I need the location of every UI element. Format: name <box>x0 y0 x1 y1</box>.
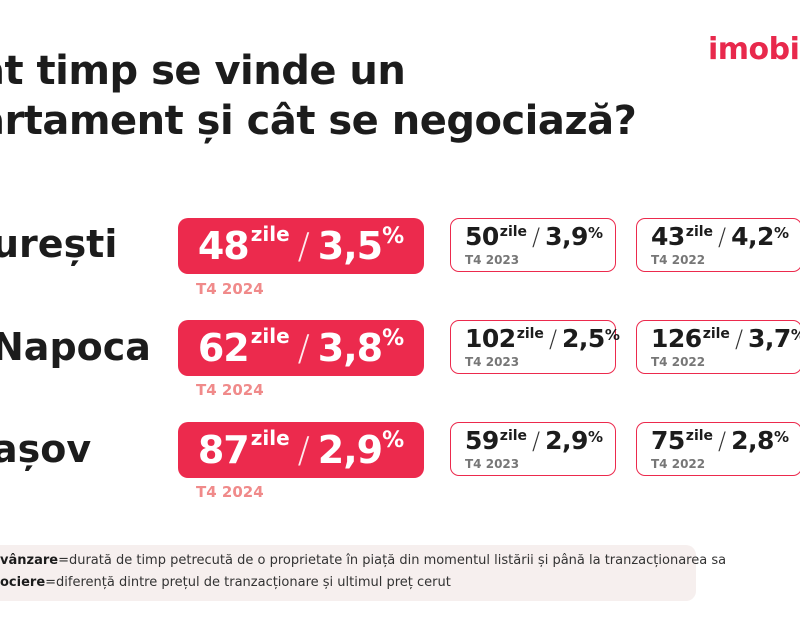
percent-sign: % <box>382 427 405 453</box>
current-period-label: T4 2024 <box>196 381 264 399</box>
prev-stats-values: 75zile/2,8% <box>651 426 789 455</box>
negotiation-value: 3,7 <box>748 324 791 353</box>
separator: / <box>297 225 310 267</box>
separator: / <box>718 223 727 251</box>
days-value: 43 <box>651 222 685 251</box>
days-unit: zile <box>499 224 528 240</box>
prev-stats-box: 50zile/3,9% T4 2023 <box>450 218 616 272</box>
days-value: 75 <box>651 426 685 455</box>
prev-stats-values: 102zile/2,5% <box>465 324 620 353</box>
page-title-line-1: ât timp se vinde un <box>0 48 406 94</box>
period-label: T4 2022 <box>651 457 706 471</box>
percent-sign: % <box>382 223 405 249</box>
prev-stats-values: 59zile/2,9% <box>465 426 603 455</box>
days-unit: zile <box>685 428 714 444</box>
prev-stats-box: 75zile/2,8% T4 2022 <box>636 422 800 476</box>
page-title-line-2: artament și cât se negociază? <box>0 98 637 144</box>
period-label: T4 2023 <box>465 457 520 471</box>
current-stats-box: 62 zile / 3,8% <box>178 320 424 376</box>
days-value: 59 <box>465 426 499 455</box>
percent-sign: % <box>791 326 800 344</box>
days-unit: zile <box>702 326 730 342</box>
separator: / <box>297 429 310 471</box>
current-period-label: T4 2024 <box>196 483 264 501</box>
separator: / <box>532 427 541 455</box>
percent-sign: % <box>604 326 620 344</box>
legend-term: vânzare <box>0 553 59 568</box>
days-unit: zile <box>685 224 714 240</box>
percent-sign: % <box>587 428 603 446</box>
negotiation-value: 3,8 <box>317 326 383 370</box>
prev-stats-values: 43zile/4,2% <box>651 222 789 251</box>
legend-term: ociere <box>0 575 46 590</box>
period-label: T4 2022 <box>651 253 706 267</box>
percent-sign: % <box>587 224 603 242</box>
separator: / <box>297 327 310 369</box>
separator: / <box>718 427 727 455</box>
percent-sign: % <box>773 224 789 242</box>
current-stats-box: 48 zile / 3,5% <box>178 218 424 274</box>
days-unit: zile <box>516 326 544 342</box>
percent-sign: % <box>773 428 789 446</box>
page-title: ât timp se vinde un artament și cât se n… <box>0 46 738 146</box>
prev-stats-box: 126zile/3,7% T4 2022 <box>636 320 800 374</box>
days-value: 62 <box>197 326 250 370</box>
days-unit: zile <box>499 428 528 444</box>
city-label: Napoca <box>0 325 151 369</box>
current-period-label: T4 2024 <box>196 280 264 298</box>
negotiation-value: 3,5 <box>317 224 383 268</box>
period-label: T4 2023 <box>465 253 520 267</box>
days-value: 50 <box>465 222 499 251</box>
period-label: T4 2023 <box>465 355 520 369</box>
days-value: 102 <box>465 324 516 353</box>
negotiation-value: 2,9 <box>545 426 588 455</box>
days-unit: zile <box>250 222 290 246</box>
days-value: 126 <box>651 324 702 353</box>
current-stats-box: 87 zile / 2,9% <box>178 422 424 478</box>
legend-definition: =durată de timp petrecută de o proprieta… <box>58 553 727 568</box>
city-label: urești <box>0 222 118 266</box>
negotiation-value: 2,9 <box>317 428 383 472</box>
legend-line-negotiation: ociere=diferență dintre prețul de tranza… <box>0 575 451 590</box>
prev-stats-box: 102zile/2,5% T4 2023 <box>450 320 620 374</box>
negotiation-value: 4,2 <box>731 222 774 251</box>
brand-logo: imobi <box>708 32 800 67</box>
separator: / <box>734 325 744 353</box>
separator: / <box>548 325 558 353</box>
negotiation-value: 2,5 <box>562 324 605 353</box>
prev-stats-values: 126zile/3,7% <box>651 324 800 353</box>
city-label: așov <box>0 427 92 471</box>
negotiation-value: 3,9 <box>545 222 588 251</box>
days-unit: zile <box>250 426 290 450</box>
prev-stats-box: 59zile/2,9% T4 2023 <box>450 422 616 476</box>
prev-stats-box: 43zile/4,2% T4 2022 <box>636 218 800 272</box>
legend-line-sale-duration: vânzare=durată de timp petrecută de o pr… <box>0 553 726 568</box>
negotiation-value: 2,8 <box>731 426 774 455</box>
days-value: 87 <box>197 428 250 472</box>
period-label: T4 2022 <box>651 355 706 369</box>
legend-definition: =diferență dintre prețul de tranzacționa… <box>45 575 451 590</box>
separator: / <box>532 223 541 251</box>
percent-sign: % <box>382 325 405 351</box>
definitions-legend: vânzare=durată de timp petrecută de o pr… <box>0 545 726 601</box>
days-value: 48 <box>197 224 250 268</box>
days-unit: zile <box>250 324 290 348</box>
prev-stats-values: 50zile/3,9% <box>465 222 603 251</box>
